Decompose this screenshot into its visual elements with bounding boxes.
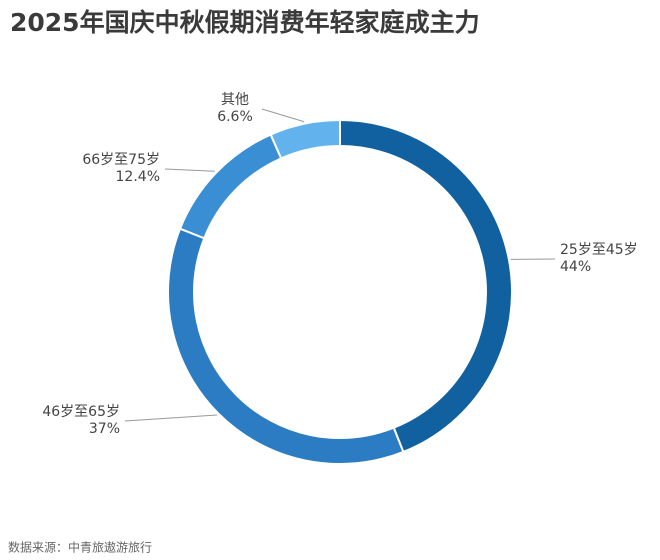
slice-value: 12.4% <box>116 169 160 185</box>
chart-title: 2025年国庆中秋假期消费年轻家庭成主力 <box>10 8 480 37</box>
donut-slice <box>167 227 405 465</box>
leader-line <box>164 168 215 172</box>
source: 数据来源：中青旅遨游旅行 <box>8 540 152 555</box>
slice-label: 其他 <box>221 92 249 108</box>
slice-value: 44% <box>560 259 591 275</box>
donut-slice <box>269 118 341 160</box>
slice-label: 46岁至65岁 <box>42 404 120 420</box>
donut-slice <box>339 118 514 454</box>
donut-slice <box>178 133 283 240</box>
slice-label: 25岁至45岁 <box>560 242 638 258</box>
leader-line <box>124 414 217 422</box>
slice-value: 6.6% <box>217 109 253 125</box>
slice-label: 66岁至75岁 <box>82 152 160 168</box>
leader-line <box>261 108 305 123</box>
slice-value: 37% <box>89 421 120 437</box>
